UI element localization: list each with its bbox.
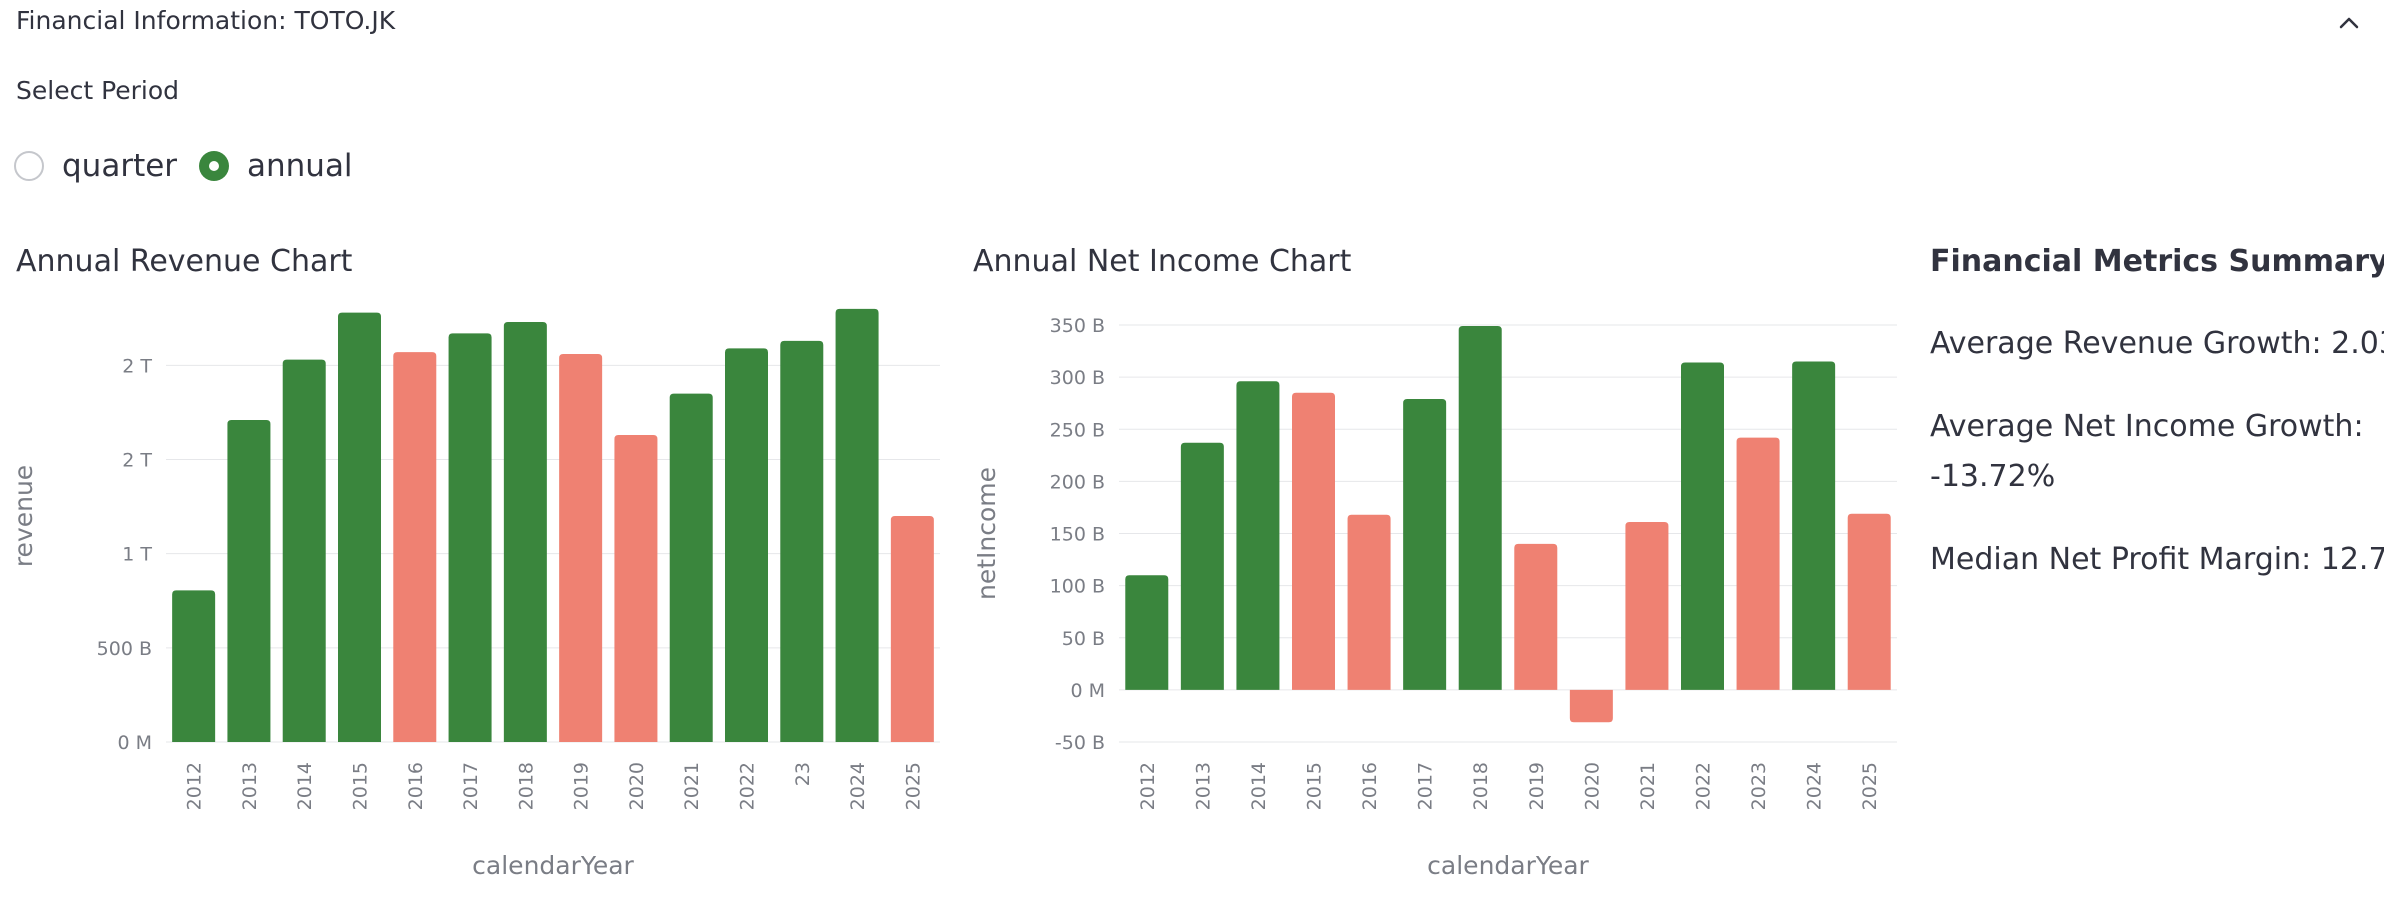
net-income-bar-2022[interactable] [1681,362,1724,690]
net-income-bar-2012[interactable] [1125,575,1169,690]
revenue-x-tick-label: 2019 [571,762,593,810]
net-income-x-tick-label: 2019 [1526,762,1548,810]
summary-net-profit-margin: Median Net Profit Margin: 12.75% [1930,542,2384,577]
net-income-bar-2017[interactable] [1403,399,1447,690]
net-income-bar-2015[interactable] [1292,392,1335,690]
expander-title: Financial Information: TOTO.JK [16,6,396,35]
revenue-y-tick-label: 2 T [122,450,152,472]
revenue-chart-title: Annual Revenue Chart [16,244,353,279]
net-income-bar-2021[interactable] [1625,522,1669,690]
revenue-x-tick-label: 2017 [460,762,482,810]
net-income-x-tick-label: 2021 [1637,762,1659,810]
revenue-x-tick-label: 2022 [737,762,759,810]
net-income-x-tick-label: 2015 [1304,762,1326,810]
net-income-chart-title: Annual Net Income Chart [973,244,1352,279]
net-income-x-tick-label: 2025 [1859,762,1881,810]
revenue-x-tick-label: 2012 [184,762,206,810]
revenue-bar-2015[interactable] [338,312,381,742]
expander-header[interactable]: Financial Information: TOTO.JK [0,0,2384,46]
revenue-x-tick-label: 2025 [902,762,924,810]
net-income-y-tick-label: 100 B [1050,576,1105,598]
chevron-up-icon[interactable] [2334,8,2364,38]
summary-net-income-growth-label: Average Net Income Growth: [1930,409,2364,444]
net-income-x-tick-label: 2013 [1192,762,1214,810]
net-income-x-tick-label: 2014 [1248,762,1270,810]
revenue-bar-2018[interactable] [503,322,547,742]
revenue-x-tick-label: 2021 [681,762,703,810]
net-income-y-tick-label: 250 B [1050,419,1105,441]
net-income-x-tick-label: 2018 [1470,762,1492,810]
period-label: Select Period [16,76,180,105]
net-income-x-tick-label: 2023 [1748,762,1770,810]
net-income-x-tick-label: 2024 [1804,762,1826,810]
revenue-x-tick-label: 2013 [239,762,261,810]
net-income-bar-2014[interactable] [1236,381,1280,690]
net-income-y-tick-label: 50 B [1062,628,1105,650]
net-income-bar-2019[interactable] [1514,543,1558,690]
net-income-x-tick-label: 2017 [1415,762,1437,810]
net-income-bar-2025[interactable] [1847,513,1891,690]
summary-net-income-growth-value: -13.72% [1930,459,2056,494]
net-income-bar-2024[interactable] [1792,361,1836,690]
radio-option-annual[interactable]: annual [199,146,353,186]
revenue-x-tick-label: 2018 [515,762,537,810]
net-income-y-axis-title: netIncome [972,467,1001,600]
radio-quarter-circle[interactable] [14,151,44,181]
revenue-bar-2012[interactable] [172,590,216,742]
net-income-y-tick-label: -50 B [1055,732,1105,754]
revenue-bar-2021[interactable] [669,393,713,742]
revenue-x-tick-label: 2024 [847,762,869,810]
revenue-bar-2017[interactable] [448,333,492,742]
net-income-y-tick-label: 150 B [1050,524,1105,546]
net-income-chart: -50 B 0 M 50 B 100 B 150 B 200 B 250 B 300 B 350… [972,315,1897,880]
revenue-x-axis-title: calendarYear [472,851,634,880]
revenue-x-tick-label: 2020 [626,762,648,810]
net-income-y-tick-label: 350 B [1050,315,1105,337]
revenue-x-tick-label: 2016 [405,762,427,810]
radio-annual-label[interactable]: annual [247,148,353,184]
net-income-x-tick-label: 2016 [1359,762,1381,810]
net-income-bar-2013[interactable] [1180,442,1224,690]
net-income-y-tick-label: 300 B [1050,367,1105,389]
net-income-x-axis-title: calendarYear [1427,851,1589,880]
radio-option-quarter[interactable]: quarter [14,146,177,186]
net-income-x-tick-label: 2012 [1137,762,1159,810]
net-income-y-tick-label: 200 B [1050,471,1105,493]
revenue-bar-2025[interactable] [890,516,934,742]
net-income-y-tick-label: 0 M [1070,680,1105,702]
net-income-bar-2020[interactable] [1569,689,1613,723]
revenue-chart: 0 M 500 B 1 T 2 T 2 T 2012 2013 2014 2015 2016 201… [9,308,940,880]
net-income-bar-2016[interactable] [1347,514,1391,690]
revenue-y-tick-label: 500 B [97,638,152,660]
revenue-bar-2022[interactable] [725,348,768,742]
revenue-x-tick-label: 2015 [350,762,372,810]
revenue-bar-2024[interactable] [835,308,879,742]
revenue-bar-2019[interactable] [559,354,603,742]
net-income-x-tick-label: 2020 [1581,762,1603,810]
revenue-y-tick-label: 2 T [122,355,152,377]
revenue-bar-2016[interactable] [393,352,437,742]
revenue-bar-2020[interactable] [614,435,658,742]
summary-title: Financial Metrics Summary [1930,244,2384,279]
revenue-x-tick-label: 23 [792,762,814,786]
revenue-bar-2013[interactable] [227,419,271,742]
revenue-bar-23[interactable] [780,340,824,742]
net-income-x-tick-label: 2022 [1693,762,1715,810]
radio-quarter-label[interactable]: quarter [62,148,178,184]
net-income-bar-2023[interactable] [1736,437,1780,690]
revenue-bar-2014[interactable] [282,359,326,742]
summary-revenue-growth: Average Revenue Growth: 2.03% [1930,326,2384,361]
radio-annual-circle[interactable] [199,151,229,181]
revenue-y-axis-title: revenue [9,465,38,567]
revenue-y-tick-label: 1 T [122,544,152,566]
revenue-x-tick-label: 2014 [294,762,316,810]
net-income-bar-2018[interactable] [1458,326,1502,690]
revenue-y-tick-label: 0 M [117,732,152,754]
